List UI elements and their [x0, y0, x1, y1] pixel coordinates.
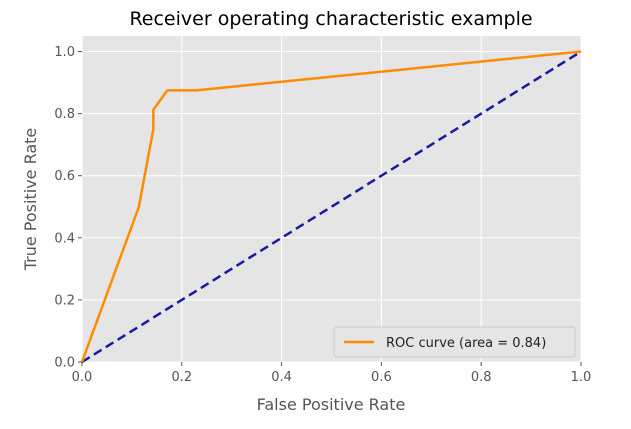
x-tick-label: 0.0: [72, 370, 93, 385]
roc-curve-line: [80, 50, 582, 363]
x-tick-label: 0.2: [171, 370, 192, 385]
y-tick-label: 0.4: [54, 231, 75, 246]
y-gridlines: [82, 51, 581, 363]
chart-title: Receiver operating characteristic exampl…: [129, 8, 532, 30]
legend-box: [333, 326, 576, 358]
y-tick-label: 1.0: [54, 45, 75, 60]
series-layer: [80, 50, 582, 364]
x-tick-label: 1.0: [571, 370, 592, 385]
legend: ROC curve (area = 0.84): [333, 326, 576, 358]
y-tick-label: 0.8: [54, 107, 75, 122]
x-tick-label: 0.4: [271, 370, 292, 385]
x-tick-label: 0.8: [471, 370, 492, 385]
x-tick-labels: 0.0 0.2 0.4 0.6 0.8 1.0: [72, 362, 592, 385]
y-tick-labels: 0.0 0.2 0.4 0.6 0.8 1.0: [54, 45, 82, 371]
y-tick-label: 0.6: [54, 169, 75, 184]
y-tick-label: 0.0: [54, 356, 75, 371]
y-axis-label: True Positive Rate: [21, 128, 40, 272]
x-tick-label: 0.6: [371, 370, 392, 385]
y-tick-label: 0.2: [54, 293, 75, 308]
plot-background: [82, 36, 581, 362]
legend-roc-label: ROC curve (area = 0.84): [386, 336, 546, 351]
x-axis-label: False Positive Rate: [257, 395, 406, 414]
